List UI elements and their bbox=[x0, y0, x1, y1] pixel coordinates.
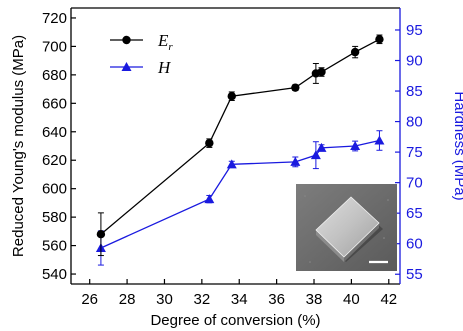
data-point-hardness bbox=[350, 141, 361, 150]
inset-speckle bbox=[304, 195, 306, 197]
legend-label-modulus: Er bbox=[157, 31, 173, 53]
legend-marker-hardness bbox=[121, 62, 132, 71]
x-tick-label: 30 bbox=[156, 291, 173, 308]
data-point-hardness bbox=[310, 150, 321, 160]
inset-speckle bbox=[383, 237, 385, 239]
data-point-hardness bbox=[204, 194, 215, 204]
x-tick-label: 26 bbox=[81, 291, 98, 308]
right-axis-ticks: 55 60 65 70 75 80 85 90 95 bbox=[395, 22, 423, 283]
data-point-modulus bbox=[291, 83, 300, 92]
inset-side-right bbox=[344, 223, 379, 262]
data-point-modulus bbox=[375, 35, 384, 44]
right-axis-title: Hardness (MPa) bbox=[451, 91, 463, 200]
x-tick-label: 36 bbox=[268, 291, 285, 308]
right-tick-label: 60 bbox=[406, 236, 423, 253]
data-point-modulus bbox=[350, 47, 360, 57]
left-tick-label: 560 bbox=[42, 238, 67, 255]
right-tick-label: 75 bbox=[406, 144, 423, 161]
series-hardness bbox=[95, 130, 385, 266]
data-point-hardness bbox=[226, 159, 237, 169]
x-tick-label: 28 bbox=[119, 291, 136, 308]
right-tick-label: 65 bbox=[406, 205, 423, 222]
left-tick-label: 600 bbox=[42, 181, 67, 198]
right-tick-label: 95 bbox=[406, 22, 423, 39]
data-point-hardness bbox=[316, 142, 327, 152]
x-tick-label: 40 bbox=[343, 291, 360, 308]
left-tick-label: 660 bbox=[42, 95, 67, 112]
inset-microstructure bbox=[315, 196, 380, 258]
series-modulus bbox=[96, 34, 384, 257]
left-tick-label: 640 bbox=[42, 124, 67, 141]
plot-frame bbox=[70, 7, 401, 285]
right-tick-label: 70 bbox=[406, 175, 423, 192]
series-line-hardness bbox=[100, 139, 380, 249]
series-line-modulus bbox=[100, 38, 380, 235]
left-tick-label: 700 bbox=[42, 38, 67, 55]
left-axis-ticks: 540 560 580 600 620 640 660 680 700 720 bbox=[42, 10, 76, 283]
inset-speckle bbox=[309, 261, 311, 263]
right-tick-label: 80 bbox=[406, 114, 423, 131]
legend-marker-modulus bbox=[122, 35, 131, 45]
data-point-modulus bbox=[227, 92, 236, 101]
left-tick-label: 580 bbox=[42, 209, 67, 226]
data-point-modulus bbox=[205, 138, 214, 148]
legend-label-modulus-main: E bbox=[157, 31, 169, 50]
data-point-hardness bbox=[374, 135, 385, 145]
x-tick-label: 38 bbox=[306, 291, 323, 308]
left-tick-label: 620 bbox=[42, 152, 67, 169]
left-tick-label: 720 bbox=[42, 10, 67, 27]
left-tick-label: 540 bbox=[42, 266, 67, 283]
inset-side bbox=[316, 230, 344, 262]
x-tick-label: 34 bbox=[231, 291, 248, 308]
inset-sem-image bbox=[296, 184, 397, 271]
data-point-modulus bbox=[317, 67, 326, 77]
left-axis-title: Reduced Young's modulus (MPa) bbox=[10, 35, 27, 257]
legend-entry-hardness: H bbox=[110, 58, 172, 77]
left-tick-label: 680 bbox=[42, 67, 67, 84]
right-tick-label: 55 bbox=[406, 266, 423, 283]
right-tick-label: 90 bbox=[406, 53, 423, 70]
legend-entry-modulus: Er bbox=[110, 31, 173, 53]
x-axis-ticks: 26 28 30 32 34 36 38 40 42 bbox=[81, 279, 397, 308]
data-point-modulus bbox=[96, 230, 106, 239]
x-axis-title: Degree of conversion (%) bbox=[150, 312, 320, 329]
inset-speckle bbox=[387, 199, 389, 201]
right-tick-label: 85 bbox=[406, 83, 423, 100]
data-point-hardness bbox=[290, 156, 301, 166]
legend: Er H bbox=[110, 31, 173, 77]
legend-label-modulus-sub: r bbox=[168, 41, 173, 53]
x-tick-label: 42 bbox=[380, 291, 397, 308]
x-tick-label: 32 bbox=[194, 291, 211, 308]
legend-label-hardness: H bbox=[157, 58, 172, 77]
